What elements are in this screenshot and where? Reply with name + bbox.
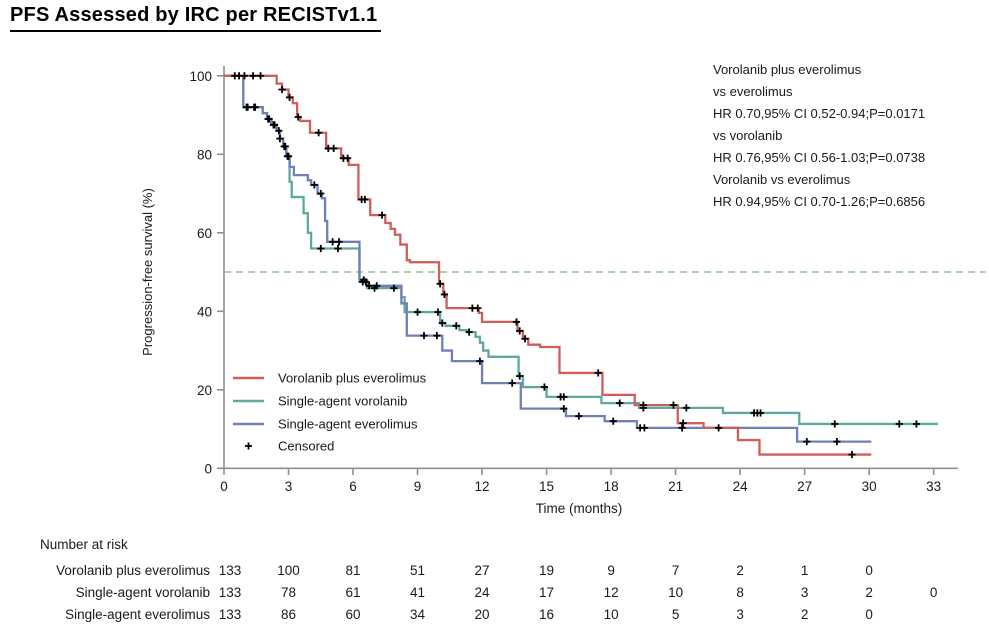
y-axis-label: Progression-free survival (%)	[140, 188, 155, 356]
risk-value: 133	[219, 563, 242, 578]
x-axis-label: Time (months)	[536, 501, 623, 516]
x-tick-label: 9	[414, 479, 422, 494]
hr-annotation-line: Vorolanib plus everolimus	[713, 62, 862, 77]
risk-value: 9	[607, 563, 615, 578]
risk-value: 86	[281, 607, 296, 622]
risk-value: 5	[672, 607, 680, 622]
risk-value: 0	[865, 607, 873, 622]
risk-value: 16	[539, 607, 554, 622]
km-curve-vorolanib-plus-everolimus	[224, 74, 872, 456]
x-tick-label: 0	[220, 479, 228, 494]
risk-value: 133	[219, 585, 242, 600]
x-tick-label: 21	[668, 479, 683, 494]
risk-value: 17	[539, 585, 554, 600]
hr-annotation-line: vs everolimus	[713, 84, 793, 99]
risk-value: 100	[277, 563, 300, 578]
risk-value: 60	[346, 607, 361, 622]
km-curve-single-agent-everolimus	[224, 74, 872, 443]
x-tick-label: 24	[733, 479, 749, 494]
risk-value: 78	[281, 585, 296, 600]
hr-annotation-line: HR 0.76,95% CI 0.56-1.03;P=0.0738	[713, 150, 925, 165]
risk-row-label: Vorolanib plus everolimus	[56, 563, 210, 578]
risk-value: 0	[930, 585, 938, 600]
risk-value: 19	[539, 563, 554, 578]
risk-value: 133	[219, 607, 242, 622]
risk-value: 2	[801, 607, 809, 622]
y-tick-label: 20	[197, 383, 212, 398]
x-tick-label: 18	[604, 479, 619, 494]
risk-value: 10	[604, 607, 619, 622]
x-tick-label: 30	[862, 479, 877, 494]
risk-value: 12	[604, 585, 619, 600]
risk-value: 1	[801, 563, 809, 578]
risk-value: 61	[346, 585, 361, 600]
hr-annotation-line: HR 0.70,95% CI 0.52-0.94;P=0.0171	[713, 106, 925, 121]
risk-value: 41	[410, 585, 425, 600]
x-tick-label: 15	[539, 479, 554, 494]
risk-value: 0	[865, 563, 873, 578]
risk-value: 27	[475, 563, 490, 578]
legend-label: Single-agent everolimus	[278, 417, 418, 432]
y-tick-label: 40	[197, 304, 212, 319]
risk-row-label: Single-agent everolimus	[65, 607, 210, 622]
legend-label: Single-agent vorolanib	[278, 394, 407, 409]
risk-value: 10	[668, 585, 683, 600]
risk-value: 81	[346, 563, 361, 578]
hr-annotation-line: vs vorolanib	[713, 128, 782, 143]
y-tick-label: 80	[197, 147, 212, 162]
hr-annotation-line: Vorolanib vs everolimus	[713, 172, 851, 187]
risk-value: 34	[410, 607, 426, 622]
y-tick-label: 60	[197, 226, 212, 241]
legend-label: Censored	[278, 439, 334, 454]
risk-value: 51	[410, 563, 425, 578]
x-tick-label: 33	[926, 479, 941, 494]
y-tick-label: 0	[204, 461, 212, 476]
x-tick-label: 12	[475, 479, 490, 494]
risk-value: 7	[672, 563, 680, 578]
risk-value: 24	[475, 585, 491, 600]
x-tick-label: 3	[285, 479, 293, 494]
risk-table-header: Number at risk	[40, 537, 128, 552]
x-tick-label: 27	[797, 479, 812, 494]
risk-value: 2	[865, 585, 873, 600]
hr-annotation-line: HR 0.94,95% CI 0.70-1.26;P=0.6856	[713, 194, 925, 209]
risk-value: 20	[475, 607, 490, 622]
x-tick-label: 6	[349, 479, 357, 494]
risk-value: 2	[736, 563, 744, 578]
risk-value: 3	[801, 585, 809, 600]
figure-title: PFS Assessed by IRC per RECISTv1.1	[10, 4, 382, 32]
risk-value: 3	[736, 607, 744, 622]
risk-row-label: Single-agent vorolanib	[76, 585, 210, 600]
legend-label: Vorolanib plus everolimus	[278, 371, 427, 386]
risk-value: 8	[736, 585, 744, 600]
y-tick-label: 100	[189, 69, 212, 84]
